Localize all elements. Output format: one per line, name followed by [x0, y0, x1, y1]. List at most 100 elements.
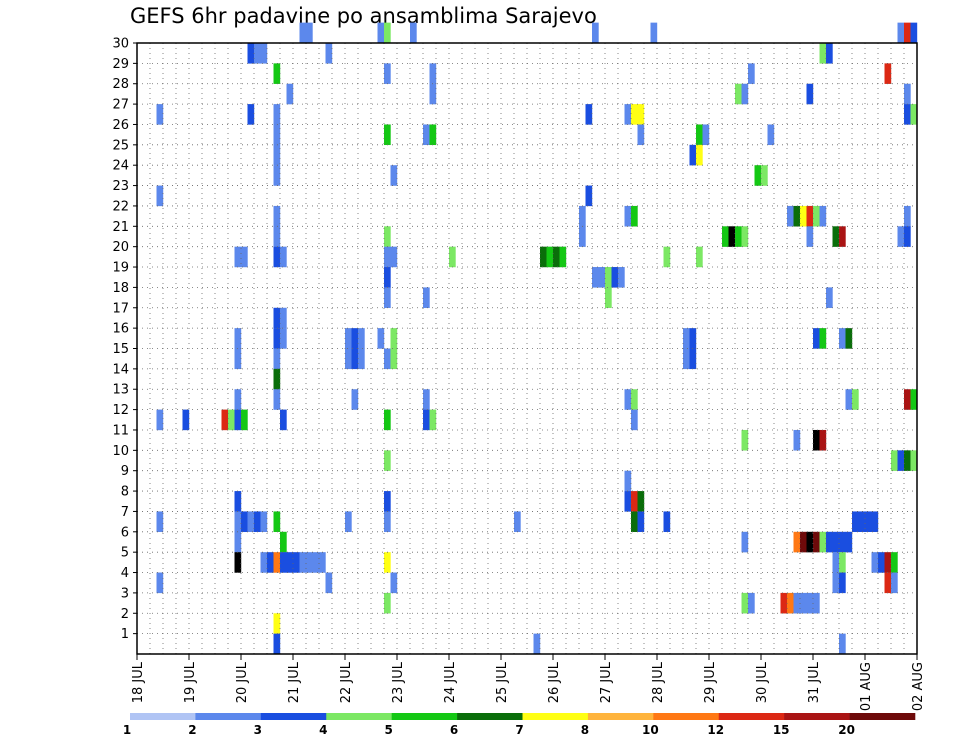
- precip-cell: [273, 328, 281, 349]
- precip-cell: [273, 307, 281, 329]
- precip-cell: [273, 246, 281, 268]
- precip-cell: [234, 328, 242, 349]
- precip-cell: [280, 246, 287, 268]
- precip-cell: [904, 226, 911, 247]
- precip-cell: [891, 572, 898, 594]
- precip-cell: [410, 22, 417, 44]
- x-tick-label: 25 JUL: [495, 661, 510, 703]
- precip-cell: [683, 328, 690, 349]
- y-tick-label: 5: [121, 546, 129, 561]
- precip-cell: [273, 144, 281, 166]
- precip-cell: [390, 246, 398, 268]
- precip-cell: [156, 185, 164, 207]
- legend-swatch: [195, 713, 262, 720]
- precip-cell: [683, 348, 690, 370]
- precip-cell: [884, 552, 892, 573]
- legend-swatch: [718, 713, 785, 720]
- precip-cell: [325, 572, 333, 594]
- legend-label: 2: [188, 723, 196, 737]
- y-tick-label: 18: [112, 281, 129, 296]
- precip-cell: [832, 226, 840, 247]
- precip-cell: [852, 511, 859, 532]
- precip-cell: [819, 43, 827, 64]
- y-tick-label: 6: [121, 525, 129, 540]
- precip-cell: [377, 328, 385, 349]
- precip-cell: [449, 246, 456, 268]
- precip-cell: [858, 511, 866, 532]
- precip-cell: [813, 531, 820, 553]
- precip-cell: [306, 22, 313, 44]
- precip-cell: [611, 267, 619, 288]
- y-tick-label: 8: [121, 485, 129, 500]
- precip-cell: [624, 205, 632, 227]
- y-tick-label: 26: [112, 118, 129, 133]
- y-tick-label: 24: [112, 159, 129, 174]
- precip-cell: [273, 63, 281, 84]
- precip-cell: [384, 491, 391, 512]
- precip-cell: [735, 226, 742, 247]
- precip-cell: [637, 104, 645, 125]
- precip-cell: [800, 531, 807, 553]
- precip-cell: [156, 409, 164, 431]
- y-tick-label: 14: [112, 362, 129, 377]
- precip-cell: [384, 287, 391, 308]
- x-tick-label: 21 JUL: [287, 661, 302, 703]
- precip-cell: [293, 552, 300, 573]
- precip-cell: [286, 552, 294, 573]
- legend-label: 3: [254, 723, 262, 737]
- precip-cell: [429, 83, 437, 105]
- precip-cell: [384, 348, 391, 370]
- precip-cell: [806, 83, 814, 105]
- precip-cell: [832, 531, 840, 553]
- legend-swatch: [849, 713, 916, 720]
- x-tick-label: 22 JUL: [339, 661, 354, 703]
- precip-cell: [897, 226, 905, 247]
- precip-cell: [585, 104, 593, 125]
- precip-cell: [260, 552, 268, 573]
- y-tick-label: 13: [112, 383, 129, 398]
- x-tick-label: 24 JUL: [443, 661, 458, 703]
- y-tick-label: 16: [112, 322, 129, 337]
- precip-cell: [787, 205, 794, 227]
- precip-cell: [631, 491, 638, 512]
- precip-cell: [910, 389, 918, 410]
- precip-cell: [592, 267, 599, 288]
- precip-cell: [345, 348, 352, 370]
- precip-cell: [826, 287, 833, 308]
- precip-cell: [904, 389, 911, 410]
- precip-cell: [273, 124, 281, 146]
- precip-cell: [741, 429, 749, 451]
- precip-cell: [865, 511, 872, 532]
- precip-cell: [813, 592, 820, 614]
- precip-cell: [234, 531, 242, 553]
- precip-cell: [247, 104, 255, 125]
- precip-cell: [813, 429, 820, 451]
- precip-cell: [299, 22, 307, 44]
- y-tick-label: 12: [112, 403, 129, 418]
- precip-cell: [806, 592, 814, 614]
- precip-cell: [696, 124, 703, 146]
- precip-cell: [813, 328, 820, 349]
- precip-cell: [384, 124, 391, 146]
- y-tick-label: 2: [121, 607, 129, 622]
- precip-cell: [910, 450, 918, 471]
- precip-cell: [429, 124, 437, 146]
- precip-cell: [910, 22, 918, 44]
- precip-cell: [273, 226, 281, 247]
- precip-cell: [384, 246, 391, 268]
- precip-cell: [826, 531, 833, 553]
- precip-cell: [273, 552, 281, 573]
- precip-cell: [514, 511, 521, 532]
- legend-label: 8: [581, 723, 589, 737]
- precip-cell: [891, 450, 898, 471]
- precip-cell: [832, 552, 840, 573]
- precip-cell: [904, 83, 911, 105]
- precip-cell: [234, 511, 242, 532]
- precip-cell: [390, 165, 398, 186]
- precip-cell: [904, 104, 911, 125]
- precip-cell: [839, 226, 846, 247]
- precip-cell: [273, 205, 281, 227]
- precip-cell: [390, 348, 398, 370]
- y-tick-label: 11: [112, 423, 129, 438]
- precip-cell: [384, 450, 391, 471]
